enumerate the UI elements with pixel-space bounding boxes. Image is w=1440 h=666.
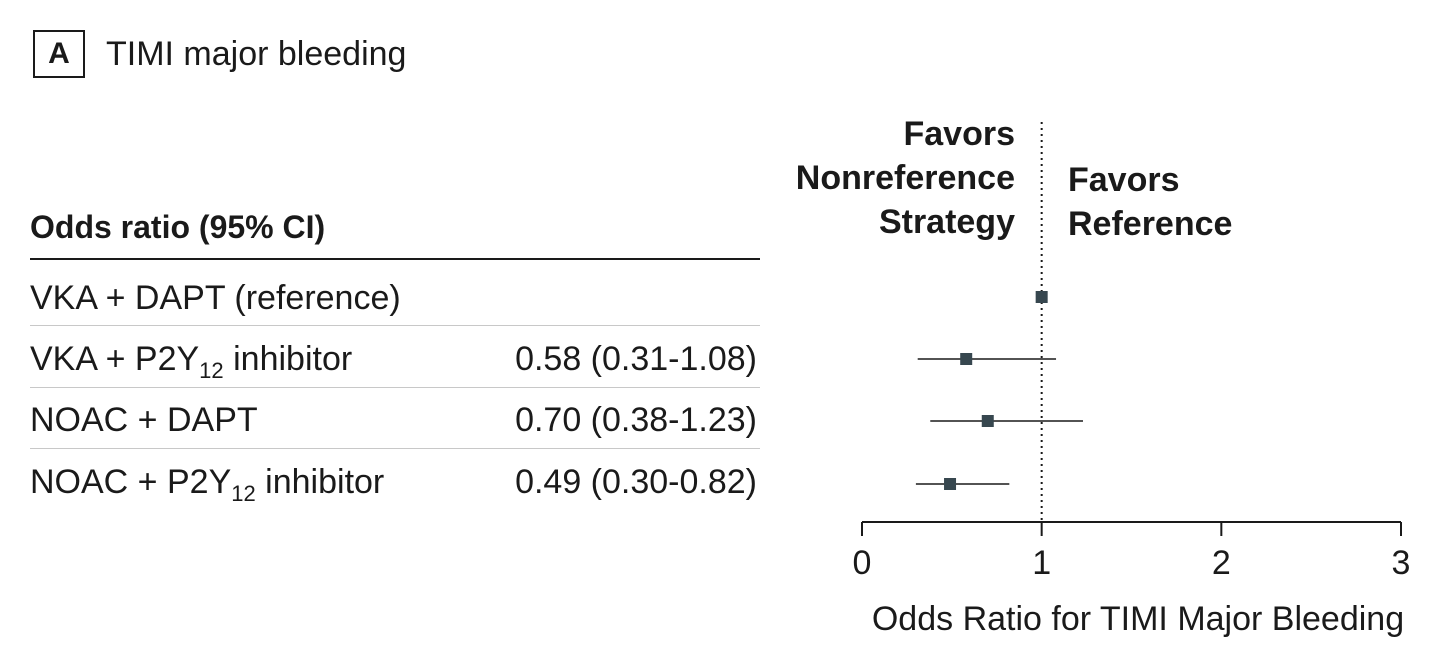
row-value-2: 0.70 (0.38-1.23) [515, 401, 757, 439]
row-value-1: 0.58 (0.31-1.08) [515, 340, 757, 378]
x-tick-label: 0 [853, 544, 872, 582]
row-label-0: VKA + DAPT (reference) [30, 279, 401, 317]
x-tick-label: 1 [1032, 544, 1051, 582]
row-value-3: 0.49 (0.30-0.82) [515, 463, 757, 501]
row-divider [30, 448, 760, 449]
point-estimate-marker [1035, 291, 1048, 303]
x-tick-label: 3 [1392, 544, 1411, 582]
x-axis-title: Odds Ratio for TIMI Major Bleeding [872, 600, 1404, 638]
header-rule [30, 258, 760, 260]
panel-title: TIMI major bleeding [106, 35, 407, 73]
point-estimate-marker [944, 478, 957, 490]
row-label-2: NOAC + DAPT [30, 401, 258, 439]
point-estimate-marker [960, 353, 973, 365]
row-label-3: NOAC + P2Y12 inhibitor [30, 463, 385, 506]
point-estimate-marker [981, 415, 994, 427]
row-label-1: VKA + P2Y12 inhibitor [30, 340, 353, 383]
row-divider [30, 325, 760, 326]
table-header: Odds ratio (95% CI) [30, 209, 326, 245]
panel-letter: A [33, 30, 85, 78]
x-tick-label: 2 [1212, 544, 1231, 582]
favors-nonreference-label: Favors Nonreference Strategy [795, 115, 1015, 241]
row-divider [30, 387, 760, 388]
favors-reference-label: Favors Reference [1068, 161, 1233, 243]
